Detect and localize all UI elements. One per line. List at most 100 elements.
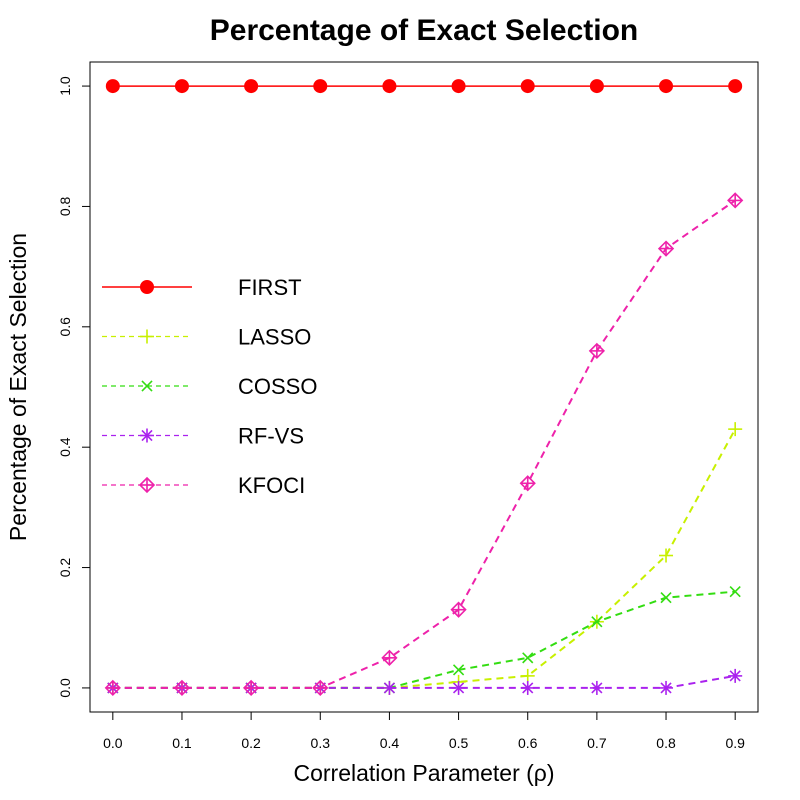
marker-shape — [728, 79, 743, 94]
series-layer — [104, 79, 744, 697]
data-point — [105, 79, 120, 94]
y-tick-label: 0.6 — [57, 317, 73, 337]
legend-item-first: FIRST — [102, 275, 302, 300]
x-axis: 0.0 0.1 0.2 0.3 0.4 0.5 0.6 0.7 0.8 0.9 — [103, 712, 745, 751]
marker-shape — [244, 79, 259, 94]
x-tick-label: 0.8 — [656, 735, 676, 751]
legend-item-kfoci: KFOCI — [102, 473, 305, 498]
legend-label: LASSO — [238, 325, 311, 350]
data-point — [589, 680, 604, 695]
data-point — [729, 586, 741, 598]
data-point — [657, 240, 675, 257]
data-point — [660, 592, 672, 604]
legend-marker — [140, 280, 154, 294]
marker-stroke — [660, 682, 672, 694]
marker-shape — [520, 79, 535, 94]
x-tick-label: 0.2 — [241, 735, 261, 751]
y-tick-label: 0.8 — [57, 197, 73, 217]
data-point — [382, 79, 397, 94]
data-point — [242, 679, 260, 697]
data-point — [451, 79, 466, 94]
x-axis-title: Correlation Parameter (ρ) — [293, 760, 554, 786]
data-point — [174, 79, 189, 94]
x-tick-label: 0.5 — [449, 735, 469, 751]
series-line — [112, 428, 737, 689]
chart-title: Percentage of Exact Selection — [210, 14, 639, 47]
marker-stroke — [591, 616, 603, 628]
legend-marker — [141, 380, 153, 392]
marker-stroke — [591, 682, 603, 694]
series-kfoci — [104, 192, 744, 697]
marker-stroke — [729, 670, 741, 682]
x-tick-label: 0.3 — [311, 735, 331, 751]
marker-stroke — [383, 682, 396, 694]
data-point — [728, 668, 743, 683]
data-point — [727, 192, 744, 209]
data-point — [519, 475, 536, 492]
marker-stroke — [522, 682, 534, 694]
data-point — [728, 422, 743, 437]
data-point — [452, 664, 465, 676]
x-tick-label: 0.9 — [725, 735, 745, 751]
marker-stroke — [660, 592, 672, 604]
x-tick-label: 0.0 — [103, 735, 123, 751]
plot-frame — [89, 61, 759, 713]
legend-label: COSSO — [238, 374, 317, 399]
legend-marker — [140, 428, 154, 443]
series-line — [112, 199, 736, 689]
marker-stroke — [141, 380, 153, 392]
data-point — [522, 652, 534, 664]
y-tick-label: 0.2 — [57, 558, 73, 578]
legend-label: RF-VS — [238, 424, 304, 449]
marker-shape — [659, 79, 674, 94]
series-lasso — [105, 422, 743, 695]
marker-shape — [382, 79, 397, 94]
marker-shape — [451, 79, 466, 94]
marker-shape — [313, 79, 328, 94]
data-point — [451, 680, 466, 695]
marker-shape — [174, 79, 189, 94]
legend-label: KFOCI — [238, 473, 305, 498]
data-point — [244, 79, 259, 94]
marker-stroke — [452, 682, 465, 694]
y-axis-title: Percentage of Exact Selection — [5, 233, 31, 541]
data-point — [728, 79, 743, 94]
data-point — [588, 342, 606, 360]
data-point — [381, 649, 398, 666]
x-tick-label: 0.6 — [518, 735, 538, 751]
data-point — [659, 548, 674, 563]
data-point — [591, 616, 603, 628]
x-tick-label: 0.4 — [380, 735, 400, 751]
legend-label: FIRST — [238, 275, 302, 300]
marker-stroke — [729, 586, 741, 598]
legend-item-rf-vs: RF-VS — [102, 424, 304, 449]
marker-shape — [589, 79, 604, 94]
data-point — [520, 680, 535, 695]
series-line — [112, 674, 736, 689]
legend-item-cosso: COSSO — [102, 374, 317, 399]
data-point — [659, 79, 674, 94]
series-cosso — [107, 586, 741, 694]
marker-shape — [105, 79, 120, 94]
y-tick-label: 1.0 — [57, 76, 73, 96]
marker-shape — [140, 280, 154, 294]
x-tick-label: 0.7 — [587, 735, 607, 751]
legend: FIRST LASSO COSSO RF-VS KFOCI — [102, 275, 317, 498]
marker-stroke — [522, 652, 534, 664]
series-rf-vs — [105, 668, 743, 695]
legend-item-lasso: LASSO — [102, 325, 311, 350]
marker-stroke — [141, 429, 153, 442]
legend-marker — [138, 476, 156, 494]
marker-stroke — [452, 664, 465, 676]
series-line — [112, 590, 736, 689]
series-first — [105, 79, 743, 94]
data-point — [589, 79, 604, 94]
data-point — [382, 680, 397, 695]
y-axis: 0.0 0.2 0.4 0.6 0.8 1.0 — [57, 76, 90, 698]
data-point — [104, 679, 121, 697]
data-point — [659, 680, 674, 695]
data-point — [313, 79, 328, 94]
y-tick-label: 0.4 — [57, 437, 73, 457]
data-point — [520, 668, 535, 683]
